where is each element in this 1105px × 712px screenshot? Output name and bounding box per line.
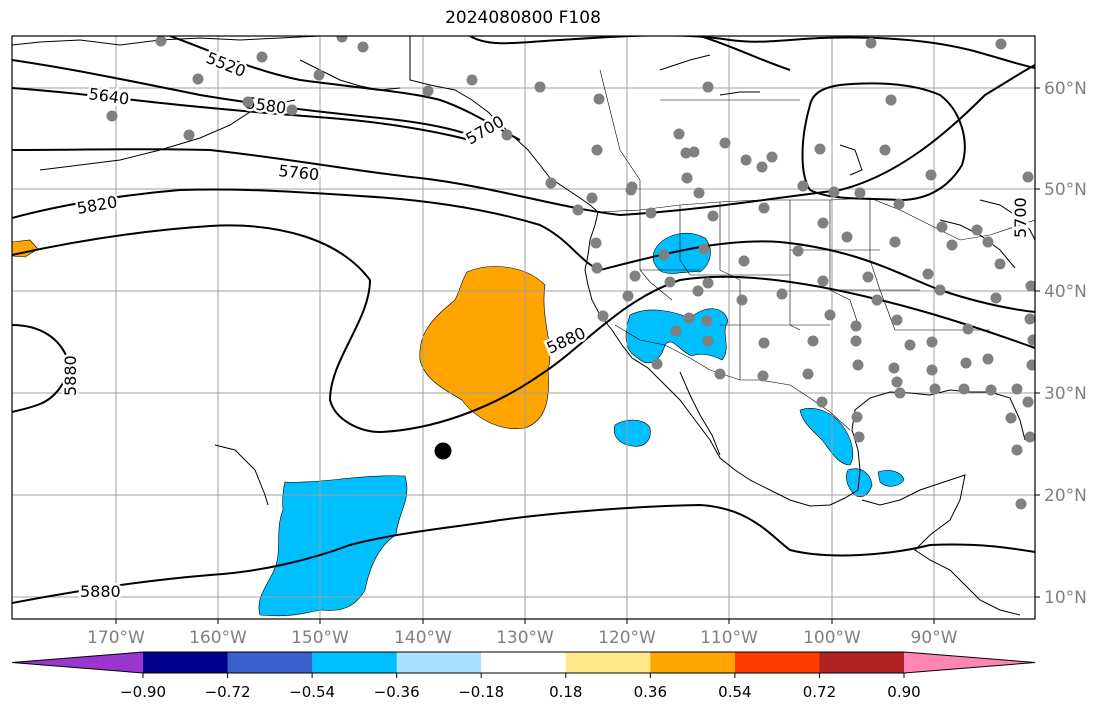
colorbar-tick-label: 0.54	[718, 683, 751, 701]
lat-label: 40°N	[1044, 282, 1087, 302]
colorbar: −0.90 −0.72 −0.54 −0.36 −0.18 0.18 0.36 0.54 0.7…	[11, 651, 1036, 701]
lon-label: 160°W	[189, 628, 247, 648]
lon-label: 130°W	[496, 628, 554, 648]
lat-label: 60°N	[1044, 79, 1087, 99]
height-contours	[12, 36, 1035, 604]
axis-ticks	[115, 87, 1040, 624]
lat-label: 50°N	[1044, 180, 1087, 200]
colorbar-tick-label: −0.72	[205, 683, 251, 701]
colorbar-segment	[819, 652, 905, 673]
lat-label: 10°N	[1044, 588, 1087, 608]
colorbar-segment	[565, 652, 651, 673]
storm-center-marker	[434, 442, 452, 460]
colorbar-tick-label: −0.90	[120, 683, 166, 701]
lon-label: 120°W	[598, 628, 656, 648]
lon-label: 100°W	[803, 628, 861, 648]
colorbar-segment	[650, 652, 736, 673]
colorbar-tick-label: −0.54	[289, 683, 335, 701]
colorbar-segment	[481, 652, 567, 673]
lon-label: 140°W	[394, 628, 452, 648]
colorbar-tick-label: 0.72	[803, 683, 836, 701]
lon-label: 150°W	[291, 628, 349, 648]
negative-anomaly-regions	[258, 232, 905, 617]
colorbar-segment	[312, 652, 398, 673]
map-panel: 5520 5580 5640 5700 5760 5820 5880 5880 …	[12, 36, 1035, 619]
map-title: 2024080800 F108	[445, 8, 601, 28]
longitude-labels: 170°W 160°W 150°W 140°W 130°W 120°W 110°…	[87, 628, 958, 648]
lon-label: 90°W	[911, 628, 958, 648]
colorbar-tick-label: 0.18	[549, 683, 582, 701]
colorbar-tick-label: 0.90	[887, 683, 920, 701]
coastlines	[12, 36, 1035, 616]
lat-label: 30°N	[1044, 384, 1087, 404]
colorbar-segment	[12, 652, 143, 673]
colorbar-tick-label: −0.18	[458, 683, 504, 701]
colorbar-tick-label: −0.36	[374, 683, 420, 701]
colorbar-segment	[734, 652, 820, 673]
lon-label: 110°W	[700, 628, 758, 648]
contour-label: 5880	[80, 582, 121, 601]
contour-label: 5700	[1011, 197, 1030, 238]
latitude-labels: 60°N 50°N 40°N 30°N 20°N 10°N	[1044, 79, 1087, 608]
colorbar-segment	[396, 652, 482, 673]
colorbar-segment	[227, 652, 313, 673]
contour-label: 5880	[61, 355, 80, 396]
colorbar-segment	[904, 652, 1035, 673]
map-frame	[11, 35, 1036, 620]
colorbar-tick-label: 0.36	[634, 683, 667, 701]
station-dots	[106, 36, 1035, 510]
colorbar-segment	[143, 652, 229, 673]
lon-label: 170°W	[87, 628, 145, 648]
lat-label: 20°N	[1044, 486, 1087, 506]
